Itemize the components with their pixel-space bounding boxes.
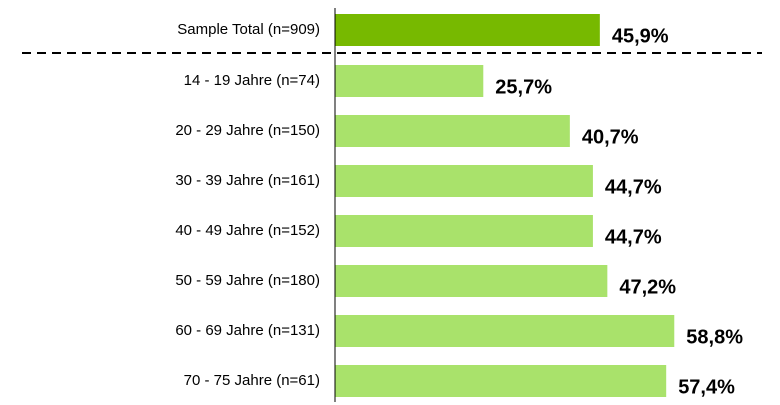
category-label: 14 - 19 Jahre (n=74) xyxy=(184,72,320,89)
bar xyxy=(335,215,593,247)
category-label: 30 - 39 Jahre (n=161) xyxy=(175,172,320,189)
bar xyxy=(335,165,593,197)
value-label: 58,8% xyxy=(686,326,743,348)
value-label: 45,9% xyxy=(612,25,669,47)
category-label: 70 - 75 Jahre (n=61) xyxy=(184,372,320,389)
category-label: Sample Total (n=909) xyxy=(177,21,320,38)
value-label: 47,2% xyxy=(619,276,676,298)
bar xyxy=(335,115,570,147)
value-label: 44,7% xyxy=(605,176,662,198)
value-label: 40,7% xyxy=(582,126,639,148)
bar xyxy=(335,365,667,397)
category-label: 20 - 29 Jahre (n=150) xyxy=(175,122,320,139)
category-label: 50 - 59 Jahre (n=180) xyxy=(175,272,320,289)
value-label: 44,7% xyxy=(605,226,662,248)
bar xyxy=(335,315,675,347)
bar xyxy=(335,65,484,97)
value-label: 57,4% xyxy=(678,376,735,398)
category-label: 40 - 49 Jahre (n=152) xyxy=(175,222,320,239)
value-label: 25,7% xyxy=(495,76,552,98)
bar xyxy=(335,265,608,297)
bar xyxy=(335,14,600,46)
category-label: 60 - 69 Jahre (n=131) xyxy=(175,322,320,339)
